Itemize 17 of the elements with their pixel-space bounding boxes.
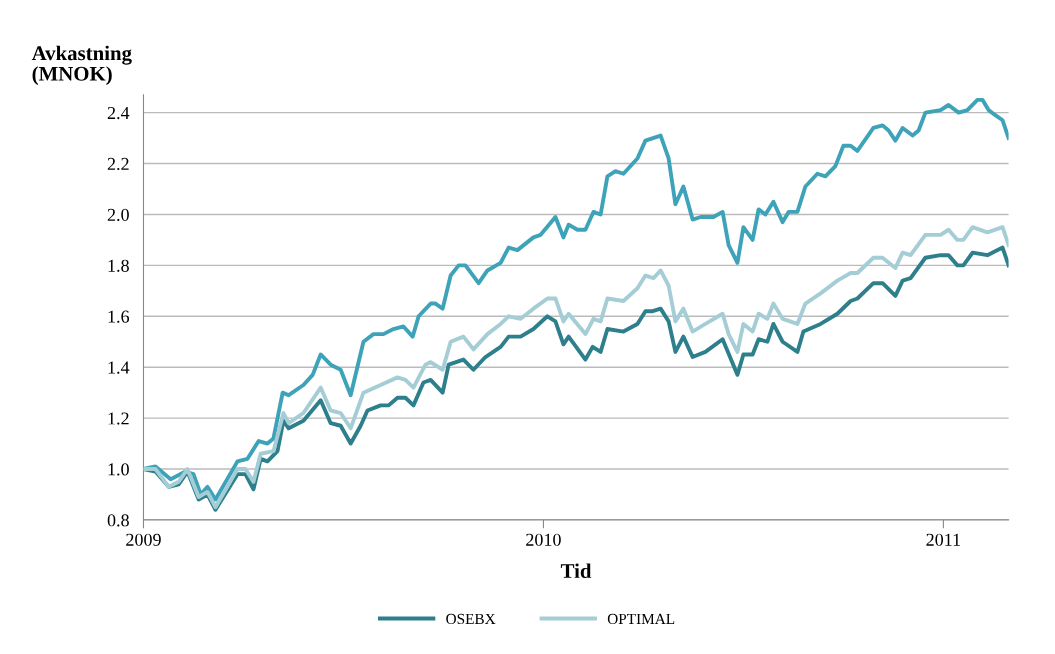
legend-label: OPTIMAL: [607, 613, 675, 625]
legend-label: OSEBX: [446, 613, 496, 625]
y-tick-label: 1.0: [108, 463, 129, 476]
y-tick-label: 0.8: [107, 514, 129, 527]
x-tick-label: 2011: [926, 533, 961, 546]
x-axis-title: Tid: [560, 563, 592, 579]
y-tick-label: 1.4: [108, 361, 130, 374]
y-tick-label: 2.4: [107, 106, 130, 120]
y-tick-label: 2.0: [107, 208, 129, 221]
y-tick-label: 2.2: [107, 157, 129, 171]
y-tick-label: 1.8: [108, 259, 129, 272]
y-tick-label: 1.6: [108, 310, 130, 323]
line-series: [143, 97, 1009, 502]
y-axis-title: Avkastning (MNOK): [31, 45, 132, 86]
x-tick-label: 2010: [526, 533, 561, 546]
x-tick-label: 2009: [126, 533, 161, 546]
y-tick-label: 1.2: [108, 412, 129, 425]
